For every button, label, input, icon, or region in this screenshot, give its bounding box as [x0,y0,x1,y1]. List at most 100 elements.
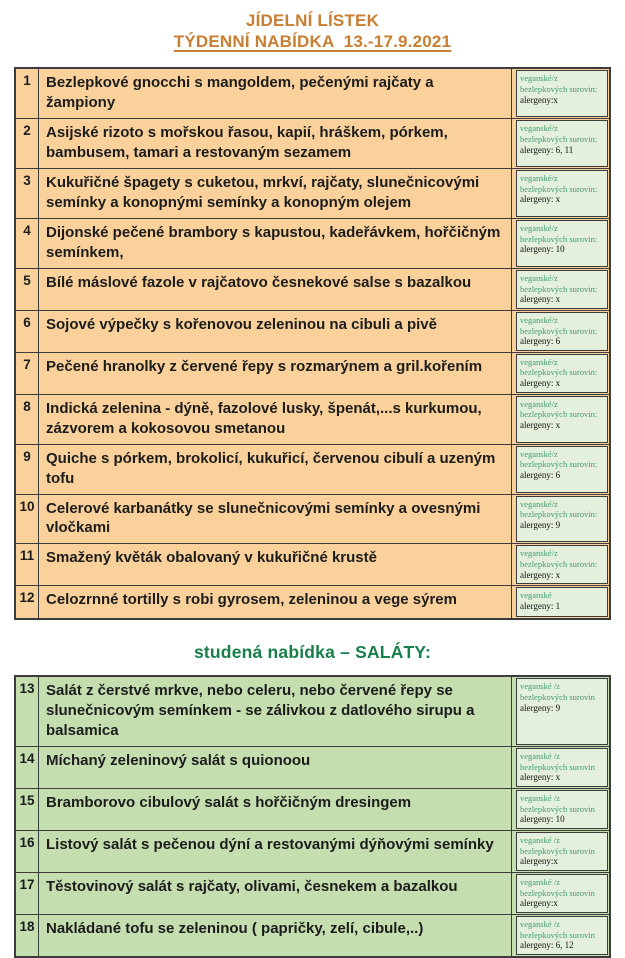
allergen-info: alergeny: 6 [520,469,561,480]
row-number: 1 [16,69,39,119]
diet-label: veganské /z bezlepkových surovin [520,751,595,772]
diet-label: veganské/z bezlepkových surovin: [520,498,598,520]
allergen-cell: veganské /z bezlepkových surovin alergen… [512,915,609,956]
row-number: 5 [16,268,39,310]
diet-label: veganské/z bezlepkových surovin: [520,448,598,470]
table-row: 3 Kukuřičné špagety s cuketou, mrkví, ra… [16,168,609,219]
row-number: 15 [16,789,39,831]
row-number: 3 [16,169,39,219]
allergen-info: alergeny:x [520,898,558,909]
allergen-cell: veganské/z bezlepkových surovin: alergen… [512,169,609,218]
dish-description: Dijonské pečené brambory s kapustou, kad… [39,219,512,268]
table-row: 5 Bílé máslové fazole v rajčatovo česnek… [16,267,609,310]
allergen-box: veganské /z bezlepkových surovin alergen… [516,790,608,830]
allergen-info: alergeny: 6, 12 [520,940,574,951]
allergen-box: veganské/z bezlepkových surovin: alergen… [516,311,608,351]
table-row: 6 Sojové výpečky s kořenovou zeleninou n… [16,309,609,352]
diet-label: veganské/z bezlepkových surovin: [520,314,598,336]
allergen-info: alergeny: 6, 11 [520,144,574,155]
salads-table: 13 Salát z čerstvé mrkve, nebo celeru, n… [14,675,611,958]
allergen-box: veganské alergeny: 1 [516,587,608,618]
table-row: 9 Quiche s pórkem, brokolicí, kukuřicí, … [16,443,609,494]
dish-description: Míchaný zeleninový salát s quionoou [39,747,512,789]
diet-label: veganské /z bezlepkových surovin [520,876,595,898]
allergen-cell: veganské/z bezlepkových surovin: alergen… [512,353,609,394]
allergen-info: alergeny:x [520,94,558,105]
allergen-info: alergeny: x [520,294,561,305]
allergen-box: veganské/z bezlepkových surovin: alergen… [516,495,608,543]
row-number: 17 [16,872,39,914]
table-row: 2 Asijské rizoto s mořskou řasou, kapií,… [16,118,609,169]
allergen-box: veganské /z bezlepkových surovin alergen… [516,748,608,788]
table-row: 18 Nakládané tofu se zeleninou ( papričk… [16,913,609,956]
row-number: 2 [16,119,39,169]
allergen-info: alergeny: 9 [520,702,561,713]
allergen-box: veganské/z bezlepkových surovin: alergen… [516,269,608,309]
allergen-info: alergeny: x [520,420,561,431]
row-number: 8 [16,394,39,444]
allergen-box: veganské/z bezlepkových surovin: alergen… [516,395,608,443]
allergen-info: alergeny:x [520,856,558,867]
table-row: 14 Míchaný zeleninový salát s quionoou v… [16,746,609,789]
allergen-box: veganské/z bezlepkových surovin: alergen… [516,445,608,493]
menu-page: JÍDELNÍ LÍSTEK TÝDENNÍ NABÍDKA 13.-17.9.… [14,11,611,958]
allergen-cell: veganské/z bezlepkových surovin: alergen… [512,269,609,310]
dish-description: Listový salát s pečenou dýní a restovaný… [39,831,512,872]
dish-description: Bílé máslové fazole v rajčatovo česnekov… [39,268,512,310]
allergen-info: alergeny: 9 [520,519,561,530]
salads-section-title: studená nabídka – SALÁTY: [193,642,432,663]
allergen-cell: veganské/z bezlepkových surovin: alergen… [512,311,609,352]
allergen-cell: veganské/z bezlepkových surovin: alergen… [512,69,609,118]
row-number: 6 [16,310,39,352]
allergen-info: alergeny: x [520,194,561,205]
diet-label: veganské /z bezlepkových surovin [520,793,595,814]
diet-label: veganské /z bezlepkových surovin [520,918,595,940]
diet-label: veganské/z bezlepkových surovin: [520,173,598,194]
diet-label: veganské/z bezlepkových surovin: [520,272,598,294]
dish-description: Nakládané tofu se zeleninou ( papričky, … [39,914,512,956]
allergen-info: alergeny: 6 [520,336,561,347]
allergen-box: veganské /z bezlepkových surovin alergen… [516,915,608,955]
dish-description: Sojové výpečky s kořenovou zeleninou na … [39,310,512,352]
allergen-info: alergeny: 1 [520,600,561,611]
page-subtitle-week: TÝDENNÍ NABÍDKA 13.-17.9.2021 [173,31,452,51]
table-row: 12 Celozrnné tortilly s robi gyrosem, ze… [16,585,609,619]
allergen-box: veganské/z bezlepkových surovin: alergen… [516,545,608,585]
dish-description: Pečené hranolky z červené řepy s rozmarý… [39,352,512,394]
allergen-info: alergeny: x [520,569,561,580]
allergen-cell: veganské /z bezlepkových surovin alergen… [512,747,609,788]
dish-description: Bezlepkové gnocchi s mangoldem, pečenými… [39,69,512,119]
allergen-cell: veganské/z bezlepkových surovin: alergen… [512,119,609,168]
allergen-info: alergeny: 10 [520,244,565,255]
table-row: 11 Smažený květák obalovaný v kukuřičné … [16,543,609,586]
allergen-box: veganské/z bezlepkových surovin: alergen… [516,220,608,267]
dish-description: Salát z čerstvé mrkve, nebo celeru, nebo… [39,677,512,747]
table-row: 4 Dijonské pečené brambory s kapustou, k… [16,218,609,268]
table-row: 17 Těstovinový salát s rajčaty, olivami,… [16,871,609,914]
diet-label: veganské/z bezlepkových surovin: [520,123,598,144]
allergen-info: alergeny: x [520,772,561,783]
row-number: 9 [16,444,39,494]
allergen-box: veganské/z bezlepkových surovin: alergen… [516,120,608,168]
diet-label: veganské/z bezlepkových surovin: [520,223,598,244]
dish-description: Indická zelenina - dýně, fazolové lusky,… [39,394,512,444]
allergen-cell: veganské alergeny: 1 [512,586,609,618]
dish-description: Bramborovo cibulový salát s hořčičným dr… [39,789,512,831]
dish-description: Celozrnné tortilly s robi gyrosem, zelen… [39,586,512,619]
diet-label: veganské/z bezlepkových surovin: [520,548,598,570]
allergen-box: veganské/z bezlepkových surovin: alergen… [516,353,608,393]
allergen-cell: veganské/z bezlepkových surovin: alergen… [512,544,609,585]
allergen-cell: veganské /z bezlepkových surovin alergen… [512,831,609,872]
diet-label: veganské/z bezlepkových surovin: [520,356,598,378]
row-number: 10 [16,494,39,544]
allergen-info: alergeny: 10 [520,814,565,825]
hot-dishes-table: 1 Bezlepkové gnocchi s mangoldem, pečený… [14,67,611,621]
table-row: 15 Bramborovo cibulový salát s hořčičným… [16,788,609,831]
diet-label: veganské/z bezlepkových surovin: [520,398,598,420]
table-row: 8 Indická zelenina - dýně, fazolové lusk… [16,393,609,444]
allergen-box: veganské/z bezlepkových surovin: alergen… [516,170,608,218]
table-row: 7 Pečené hranolky z červené řepy s rozma… [16,351,609,394]
diet-label: veganské /z bezlepkových surovin [520,681,595,702]
allergen-cell: veganské /z bezlepkových surovin alergen… [512,873,609,914]
allergen-cell: veganské/z bezlepkových surovin: alergen… [512,495,609,544]
